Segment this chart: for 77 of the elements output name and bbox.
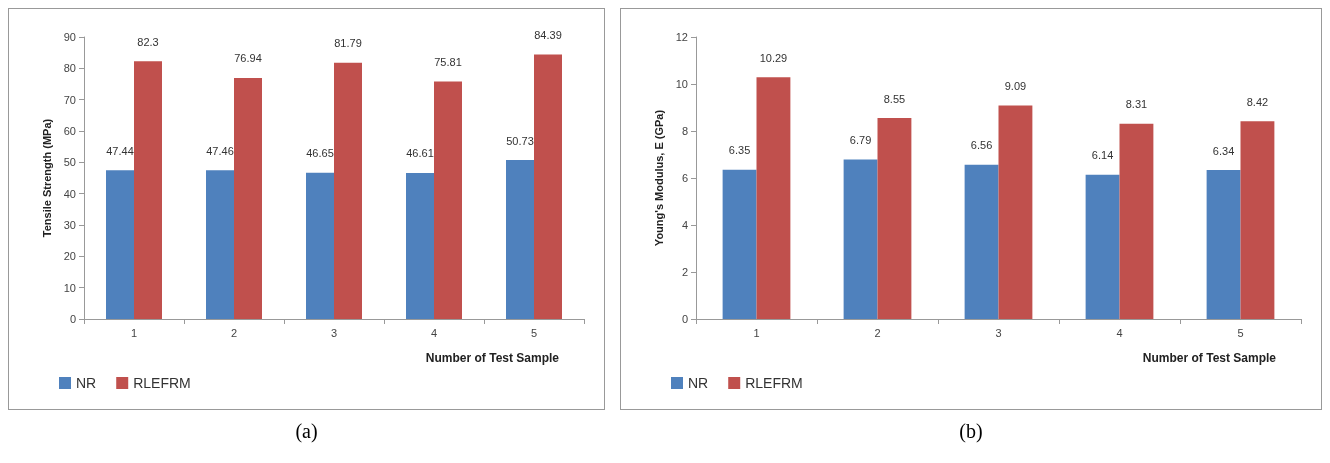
bar <box>1119 123 1154 319</box>
data-label: 76.94 <box>234 52 262 65</box>
y-tick-label: 6 <box>681 172 688 184</box>
data-label: 9.09 <box>1004 79 1027 92</box>
data-label: 50.73 <box>506 134 534 147</box>
y-tick-label: 40 <box>63 187 76 200</box>
bar <box>506 160 534 319</box>
data-label: 84.39 <box>534 29 562 42</box>
bar <box>334 62 362 319</box>
bar <box>306 172 334 319</box>
bar <box>1206 170 1241 319</box>
y-tick-label: 90 <box>63 31 76 43</box>
legend-label: NR <box>76 375 97 391</box>
data-label: 46.65 <box>306 147 334 160</box>
y-tick-label: 80 <box>63 62 76 75</box>
y-tick-label: 70 <box>63 93 76 106</box>
bar <box>106 170 134 319</box>
bar <box>1240 121 1275 319</box>
data-label: 82.3 <box>137 35 159 48</box>
data-label: 6.14 <box>1091 149 1114 162</box>
data-label: 75.81 <box>434 55 462 68</box>
bar <box>534 54 562 319</box>
x-tick-label: 1 <box>130 326 138 339</box>
x-tick-label: 4 <box>1116 326 1123 339</box>
x-axis-title: Number of Test Sample <box>425 351 560 365</box>
data-label: 10.29 <box>759 51 788 64</box>
bar <box>1085 174 1120 319</box>
data-label: 46.61 <box>406 147 434 160</box>
data-label: 8.42 <box>1246 95 1269 108</box>
x-tick-label: 2 <box>874 326 881 339</box>
data-label: 8.31 <box>1125 98 1148 111</box>
data-label: 8.55 <box>883 92 906 105</box>
x-tick-label: 5 <box>1237 326 1244 339</box>
bar <box>206 170 234 319</box>
text: (b) <box>959 420 983 443</box>
data-label: 6.79 <box>849 133 872 146</box>
y-tick-label: 30 <box>63 219 76 231</box>
bar <box>134 61 162 319</box>
x-tick-label: 5 <box>530 326 538 339</box>
data-label: 47.46 <box>206 144 234 157</box>
bar <box>234 77 262 319</box>
bar <box>756 77 791 319</box>
y-axis-title: Tensile Strength (MPa) <box>40 118 53 238</box>
bar <box>434 81 462 319</box>
data-label: 6.34 <box>1212 144 1235 157</box>
x-tick-label: 1 <box>753 326 760 339</box>
bar <box>843 159 878 319</box>
y-tick-label: 10 <box>63 281 76 294</box>
bar <box>406 172 434 319</box>
data-label: 6.56 <box>970 139 993 152</box>
y-tick-label: 50 <box>63 156 76 169</box>
x-tick-label: 3 <box>330 326 338 339</box>
bar <box>722 169 757 319</box>
x-tick-label: 2 <box>230 326 238 339</box>
y-tick-label: 0 <box>69 313 76 325</box>
x-tick-label: 3 <box>995 326 1002 339</box>
data-label: 6.35 <box>728 144 751 157</box>
legend-label: RLEFRM <box>133 375 191 391</box>
text: (a) <box>295 420 318 443</box>
x-axis-title: Number of Test Sample <box>1142 351 1277 365</box>
y-tick-label: 60 <box>63 125 76 137</box>
data-label: 81.79 <box>334 37 362 50</box>
bar <box>877 118 912 319</box>
y-tick-label: 0 <box>681 313 688 325</box>
x-tick-label: 4 <box>430 326 438 339</box>
legend-label: RLEFRM <box>745 375 803 391</box>
y-tick-label: 4 <box>681 219 688 231</box>
y-tick-label: 12 <box>675 31 688 43</box>
legend-label: NR <box>688 375 709 391</box>
bar <box>998 105 1033 319</box>
y-tick-label: 20 <box>63 250 76 263</box>
data-label: 47.44 <box>106 144 134 157</box>
bar <box>964 164 999 319</box>
y-axis-title: Young's Modulus, E (GPa) <box>652 109 665 247</box>
y-tick-label: 2 <box>681 266 688 278</box>
y-tick-label: 8 <box>681 125 688 137</box>
y-tick-label: 10 <box>675 78 688 90</box>
